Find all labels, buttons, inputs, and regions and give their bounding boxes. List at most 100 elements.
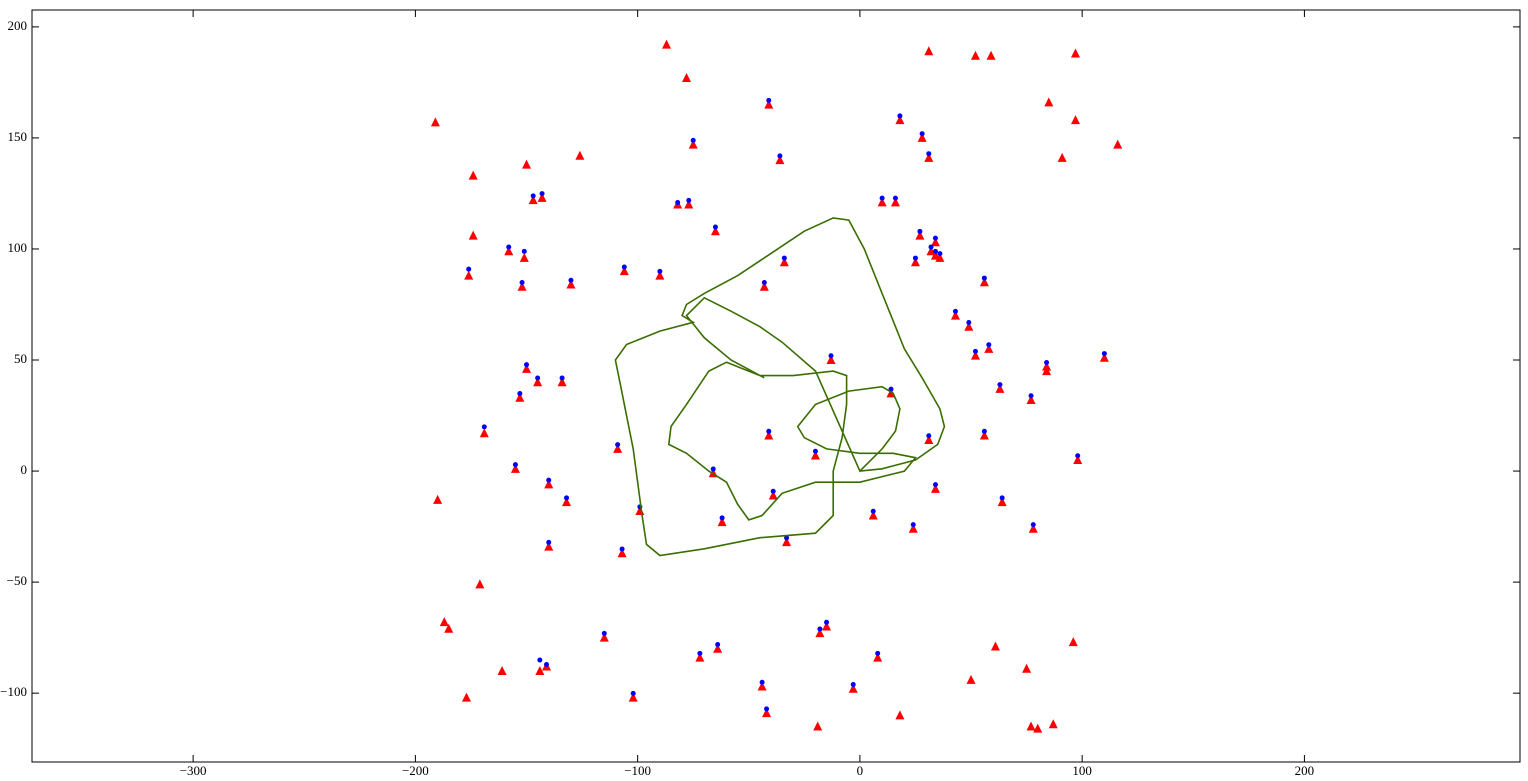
landmark xyxy=(759,281,769,291)
landmark xyxy=(915,230,925,240)
estimate xyxy=(521,248,527,254)
landmark xyxy=(522,159,532,169)
landmark xyxy=(717,517,727,527)
estimate xyxy=(926,151,932,157)
estimate xyxy=(686,197,692,203)
estimate xyxy=(675,200,681,206)
landmark xyxy=(533,377,543,387)
y-tick-label: 50 xyxy=(14,351,27,366)
landmark xyxy=(764,430,774,440)
landmark xyxy=(890,197,900,207)
estimate xyxy=(912,255,918,261)
estimate xyxy=(932,482,938,488)
landmark xyxy=(895,115,905,125)
estimate xyxy=(559,375,565,381)
estimate xyxy=(777,153,783,159)
estimate xyxy=(879,195,885,201)
estimate xyxy=(919,131,925,137)
estimate xyxy=(1030,522,1036,528)
landmark xyxy=(462,692,472,702)
estimate xyxy=(544,662,550,668)
landmark xyxy=(544,541,554,551)
estimate xyxy=(601,630,607,636)
y-tick-label: −100 xyxy=(0,684,27,699)
landmark xyxy=(873,652,883,662)
landmark xyxy=(1068,637,1078,647)
landmark xyxy=(979,430,989,440)
landmark xyxy=(895,710,905,720)
landmark xyxy=(826,355,836,365)
estimate xyxy=(824,619,830,625)
estimate xyxy=(564,495,570,501)
estimate xyxy=(715,642,721,648)
estimate xyxy=(812,448,818,454)
landmark xyxy=(562,497,572,507)
landmark xyxy=(924,152,934,162)
y-tick-label: 0 xyxy=(21,462,28,477)
estimate xyxy=(568,277,574,283)
landmark xyxy=(970,350,980,360)
landmark xyxy=(930,237,940,247)
landmark xyxy=(557,377,567,387)
estimate xyxy=(619,546,625,552)
estimate xyxy=(892,195,898,201)
landmark xyxy=(517,281,527,291)
estimate xyxy=(766,97,772,103)
landmark xyxy=(510,463,520,473)
estimate xyxy=(1044,359,1050,365)
landmark xyxy=(1099,352,1109,362)
estimate xyxy=(952,308,958,314)
landmark xyxy=(1022,663,1032,673)
chart-title: Track xyxy=(761,0,791,3)
landmark xyxy=(822,621,832,631)
estimate xyxy=(986,342,992,348)
landmark xyxy=(908,523,918,533)
y-tick-label: 100 xyxy=(8,240,28,255)
landmark xyxy=(926,246,936,256)
landmark xyxy=(1033,723,1043,733)
landmark xyxy=(619,266,629,276)
landmark xyxy=(1028,523,1038,533)
landmark xyxy=(515,392,525,402)
landmark xyxy=(917,132,927,142)
x-tick-label: 0 xyxy=(857,763,864,778)
landmark xyxy=(537,192,547,202)
plot-frame xyxy=(31,9,1521,763)
estimate xyxy=(719,515,725,521)
landmark xyxy=(990,641,1000,651)
trajectory xyxy=(614,217,946,557)
estimate xyxy=(981,428,987,434)
landmark xyxy=(713,643,723,653)
estimate xyxy=(875,650,881,656)
landmark xyxy=(1070,115,1080,125)
estimate xyxy=(546,477,552,483)
landmark xyxy=(970,50,980,60)
estimate xyxy=(997,382,1003,388)
estimate xyxy=(690,137,696,143)
landmark xyxy=(519,252,529,262)
estimate xyxy=(937,251,943,257)
estimate xyxy=(697,650,703,656)
landmark xyxy=(997,497,1007,507)
landmark xyxy=(695,652,705,662)
landmark xyxy=(430,117,440,127)
estimate xyxy=(539,191,545,197)
estimate xyxy=(764,706,770,712)
landmark xyxy=(682,72,692,82)
landmark xyxy=(599,632,609,642)
estimate xyxy=(897,113,903,119)
y-tick-label: 150 xyxy=(8,129,28,144)
x-tick-label: −200 xyxy=(402,763,429,778)
estimate xyxy=(770,488,776,494)
landmark xyxy=(779,257,789,267)
landmark xyxy=(617,548,627,558)
landmark xyxy=(468,230,478,240)
landmark xyxy=(1070,48,1080,58)
landmark xyxy=(995,383,1005,393)
landmark xyxy=(935,252,945,262)
estimate xyxy=(784,535,790,541)
landmark xyxy=(979,277,989,287)
landmark xyxy=(966,674,976,684)
landmark xyxy=(924,46,934,56)
estimate xyxy=(630,690,636,696)
